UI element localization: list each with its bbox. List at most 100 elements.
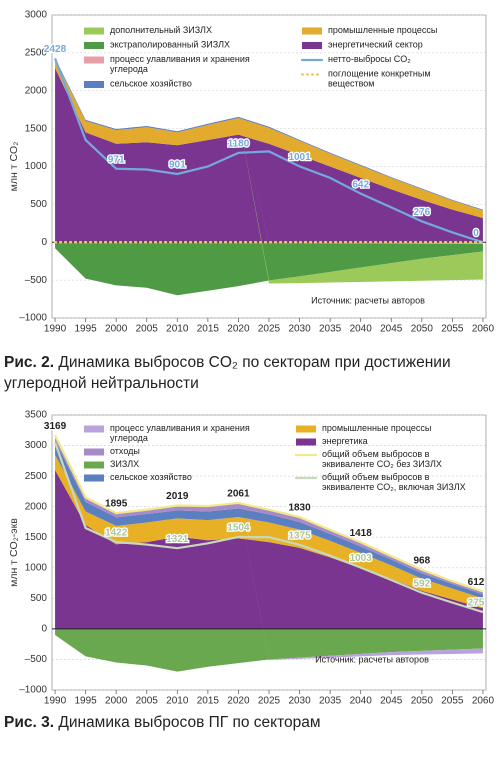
caption: Рис. 2. Динамика выбросов CO₂ по сектора… (4, 352, 496, 394)
legend-swatch (84, 425, 104, 433)
legend-label: общий объем выбросов в эквиваленте CO₂ бе… (322, 449, 442, 469)
caption-label: Рис. 2. (4, 354, 55, 371)
legend-swatch (84, 27, 104, 35)
x-tick-label: 2035 (319, 324, 342, 335)
line (54, 442, 484, 614)
legend-line: веществом (328, 79, 375, 89)
legend-label: экстраполированный ЗИЗЛХ (110, 40, 230, 50)
x-tick-label: 2045 (380, 696, 403, 707)
legend-line: сельское хозяйство (110, 79, 192, 89)
x-tick-label: 2000 (105, 696, 128, 707)
y-tick-label: 2500 (25, 48, 48, 59)
legend-label: нетто-выбросы CO₂ (328, 54, 411, 64)
legend-line: экстраполированный ЗИЗЛХ (110, 40, 230, 50)
legend-swatch (302, 27, 322, 35)
area (55, 59, 483, 219)
x-tick-label: 2005 (136, 324, 159, 335)
value-label: 1422 (105, 528, 128, 539)
value-label: 1180 (228, 139, 250, 150)
legend-label: промышленные процессы (328, 25, 437, 35)
legend-label: промышленные процессы (322, 423, 431, 433)
y-tick-label: 3500 (25, 410, 48, 421)
legend-line: поглощение конкретным (328, 69, 431, 79)
legend-label: сельское хозяйство (110, 79, 192, 89)
legend-label: процесс улавливания и хранения углерода (110, 54, 250, 74)
x-tick-label: 1995 (74, 324, 97, 335)
x-tick-label: 2055 (441, 696, 464, 707)
x-tick-label: 2055 (441, 324, 464, 335)
value-label: 642 (352, 179, 369, 190)
x-tick-label: 2025 (258, 324, 281, 335)
y-tick-label: 500 (30, 593, 47, 604)
y-axis-title: млн т CO₂-экв (8, 518, 20, 587)
y-tick-label: 1000 (25, 562, 48, 573)
legend-line: общий объем выбросов в (322, 449, 430, 459)
x-tick-label: 2040 (350, 696, 373, 707)
y-tick-label: –1000 (19, 313, 47, 324)
x-tick-label: 2020 (227, 324, 250, 335)
x-tick-label: 2035 (319, 696, 342, 707)
value-label: 2428 (44, 44, 67, 55)
x-tick-label: 2060 (472, 696, 495, 707)
x-tick-label: 2045 (380, 324, 403, 335)
legend-swatch (84, 448, 104, 456)
x-tick-label: 2050 (411, 324, 434, 335)
x-tick-label: 2060 (472, 324, 495, 335)
x-tick-label: 2050 (411, 696, 434, 707)
legend-label: энергетика (322, 436, 368, 446)
source: Источник: расчеты авторов (311, 295, 425, 305)
value-label: 612 (468, 577, 485, 588)
value-label: 1375 (288, 531, 311, 542)
area (55, 454, 483, 609)
y-axis-title: млн т CO₂ (8, 142, 20, 192)
value-label: 1504 (227, 523, 250, 534)
value-label: 1321 (166, 534, 189, 545)
value-label: 971 (108, 154, 125, 165)
area (55, 437, 483, 595)
x-tick-label: 2040 (350, 324, 373, 335)
x-tick-label: 1990 (44, 324, 67, 335)
area (55, 68, 483, 243)
value-label: 1003 (350, 553, 373, 564)
x-tick-label: 2000 (105, 324, 128, 335)
y-tick-label: 1500 (25, 532, 48, 543)
y-tick-label: –1000 (19, 685, 47, 696)
legend-line: общий объем выбросов в (322, 472, 430, 482)
area (55, 628, 483, 672)
legend-swatch (84, 42, 104, 49)
legend-label: сельское хозяйство (110, 472, 192, 482)
legend-line: дополнительный ЗИЗЛХ (110, 25, 212, 35)
legend-line: эквиваленте CO₂ без ЗИЗЛХ (322, 459, 442, 469)
area (55, 440, 483, 599)
legend-swatch (84, 81, 104, 88)
legend-line: процесс улавливания и хранения (110, 54, 250, 64)
legend-line: углерода (110, 64, 148, 74)
x-tick-label: 2025 (258, 696, 281, 707)
y-tick-label: 500 (30, 199, 47, 210)
legend-swatch (84, 461, 104, 469)
y-tick-label: 2500 (25, 471, 48, 482)
legend-label: отходы (110, 446, 140, 456)
legend-line: промышленные процессы (328, 25, 437, 35)
x-tick-label: 2020 (227, 696, 250, 707)
y-tick-label: –500 (25, 275, 48, 286)
legend-label: энергетический сектор (328, 40, 423, 50)
y-tick-label: 0 (41, 624, 47, 635)
value-label: 901 (169, 160, 186, 171)
area (55, 242, 483, 296)
legend-line: промышленные процессы (322, 423, 431, 433)
value-label: 2061 (227, 489, 250, 500)
caption-text: Динамика выбросов ПГ по секторам (58, 714, 321, 731)
y-tick-label: 1500 (25, 123, 48, 134)
caption: Рис. 3. Динамика выбросов ПГ по секторам (4, 712, 496, 733)
y-tick-label: 2000 (25, 85, 48, 96)
legend-swatch (296, 438, 316, 446)
line (54, 434, 484, 593)
x-tick-label: 2015 (197, 696, 220, 707)
source: Источник: расчеты авторов (315, 654, 429, 664)
legend-swatch (84, 474, 104, 482)
legend-swatch (296, 425, 316, 433)
line (54, 57, 484, 244)
x-tick-label: 2010 (166, 696, 189, 707)
